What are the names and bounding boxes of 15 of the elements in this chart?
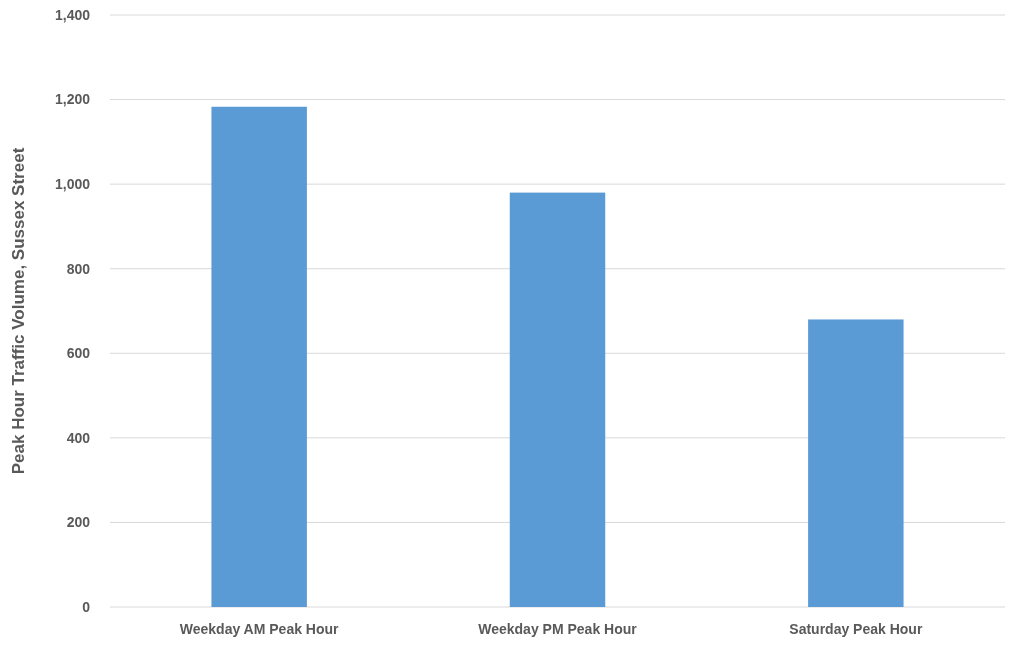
- x-tick-label: Weekday PM Peak Hour: [478, 621, 638, 637]
- y-tick-label: 0: [82, 598, 91, 615]
- y-axis-title: Peak Hour Traffic Volume, Sussex Street: [9, 147, 28, 475]
- y-tick-label: 800: [66, 260, 91, 277]
- bar: [808, 319, 904, 607]
- y-tick-label: 600: [66, 345, 91, 362]
- y-tick-label: 1,000: [54, 176, 91, 193]
- y-tick-label: 200: [66, 514, 91, 531]
- bar: [509, 192, 606, 607]
- y-tick-label: 1,400: [54, 6, 91, 23]
- x-tick-label: Saturday Peak Hour: [789, 621, 923, 637]
- bar: [211, 106, 307, 607]
- y-tick-label: 1,200: [54, 91, 91, 108]
- x-tick-label: Weekday AM Peak Hour: [179, 621, 340, 637]
- y-tick-label: 400: [66, 429, 91, 446]
